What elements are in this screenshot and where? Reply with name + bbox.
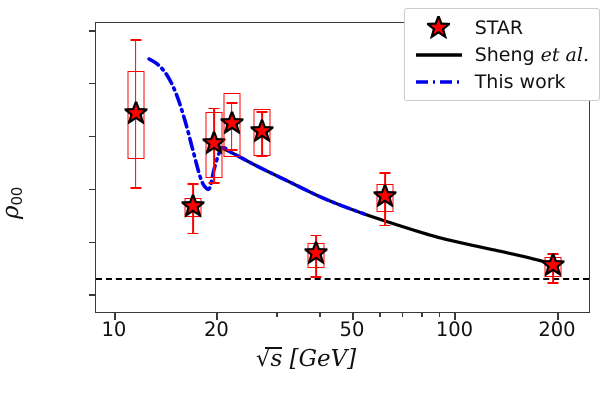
x-tick-label: 20 <box>204 318 229 341</box>
reference-line <box>96 278 589 281</box>
y-tick-mark <box>89 135 95 138</box>
x-tick-mark-minor <box>401 313 404 317</box>
model-curves <box>147 57 560 267</box>
stat-error-cap <box>226 101 238 104</box>
y-tick-mark <box>89 241 95 244</box>
star-marker <box>370 181 399 212</box>
stat-error-cap <box>379 172 391 174</box>
star-marker <box>121 97 150 128</box>
x-tick-label: 10 <box>101 318 127 341</box>
stat-error-cap <box>130 38 142 41</box>
stat-error-cap <box>256 111 268 114</box>
x-tick-mark-minor <box>318 313 321 317</box>
sqrt-symbol: √ s <box>255 346 283 372</box>
y-axis-label-symbol: ρ <box>0 205 24 220</box>
x-tick-mark-minor <box>421 313 424 317</box>
systematic-error-box <box>253 109 271 157</box>
star-marker <box>200 128 229 158</box>
legend-item[interactable]: Sheng et al. <box>412 41 589 68</box>
x-axis-label-unit: [GeV] <box>289 346 357 372</box>
legend-label: Sheng et al. <box>475 44 589 66</box>
systematic-error-box <box>205 111 223 178</box>
legend-label: STAR <box>474 16 524 39</box>
legend-key-star-marker <box>412 16 466 39</box>
x-tick-mark-major <box>454 313 457 320</box>
star-marker <box>179 191 208 221</box>
y-tick-mark <box>89 188 95 191</box>
x-tick-label: 100 <box>435 318 474 341</box>
stat-error-cap <box>547 281 559 284</box>
legend-label: This work <box>474 70 566 93</box>
x-axis-label: √ s [GeV] <box>0 346 610 372</box>
x-tick-label: 200 <box>538 318 576 341</box>
stat-error-cap <box>187 232 199 235</box>
legend-key-dashdot-line <box>412 77 466 87</box>
y-axis-label-subscript: 00 <box>8 186 27 206</box>
stat-error-cap <box>130 187 142 189</box>
stat-error-cap <box>310 234 322 237</box>
y-axis-label: ρ00 <box>0 187 26 219</box>
stat-error-cap <box>208 107 220 110</box>
systematic-error-box <box>223 93 241 158</box>
stat-error-cap <box>379 224 391 227</box>
x-tick-label: 50 <box>339 318 365 341</box>
legend-item[interactable]: This work <box>412 68 589 95</box>
star-marker <box>538 250 567 281</box>
legend-label-italic: et al. <box>540 43 589 66</box>
star-marker <box>302 238 331 269</box>
stat-error-cap <box>226 148 238 151</box>
curve-this-work <box>147 57 367 216</box>
star-marker <box>247 116 276 147</box>
x-tick-mark-minor <box>276 313 278 317</box>
x-tick-mark-minor <box>438 313 441 317</box>
legend-item[interactable]: STAR <box>412 14 589 41</box>
x-tick-mark-major <box>216 313 219 320</box>
y-tick-mark <box>89 82 95 85</box>
x-tick-mark-major <box>556 313 559 320</box>
x-tick-mark-major <box>351 313 354 320</box>
x-tick-mark-minor <box>378 313 381 317</box>
legend: STAR Sheng et al. This work <box>403 8 600 101</box>
stat-error-cap <box>310 275 322 278</box>
star-marker <box>217 108 246 139</box>
x-tick-mark-major <box>113 313 116 320</box>
y-tick-mark <box>89 29 95 32</box>
y-tick-mark <box>89 294 95 297</box>
stat-error-cap <box>187 182 199 185</box>
legend-label-text: Sheng <box>474 43 541 66</box>
sqrt-overbar <box>264 347 283 349</box>
stat-error-cap <box>208 181 220 184</box>
legend-key-solid-line <box>412 50 466 60</box>
systematic-error-box <box>127 71 145 159</box>
x-axis-label-variable: s <box>270 346 283 372</box>
